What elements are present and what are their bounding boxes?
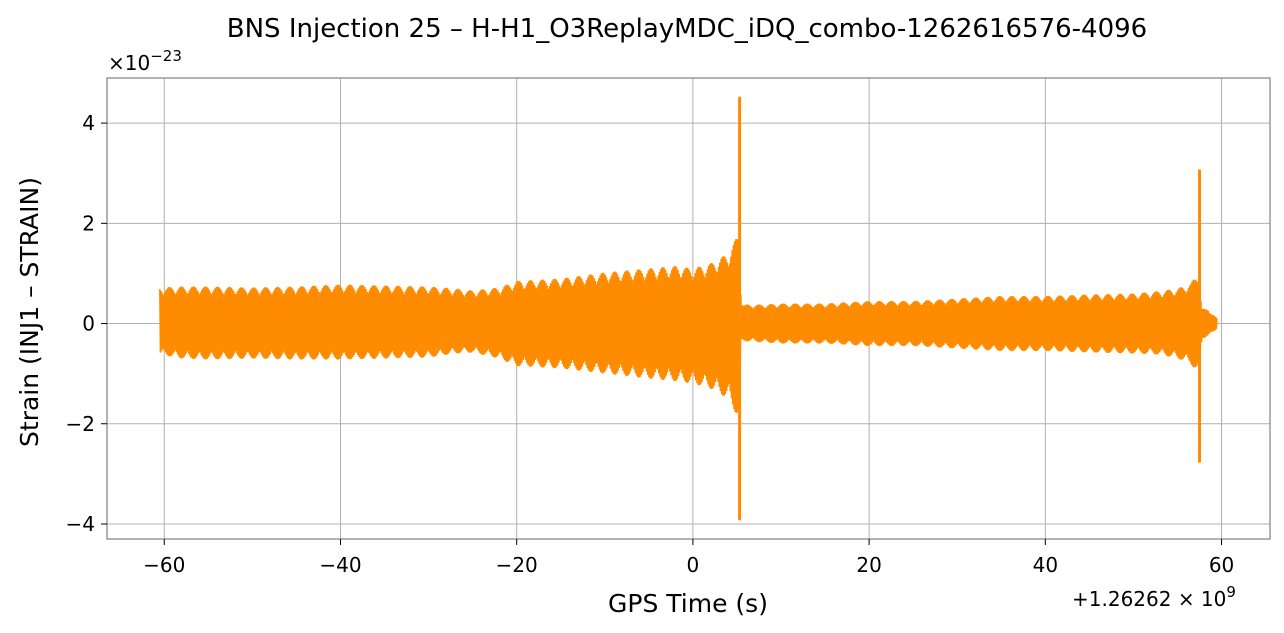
x-axis-label: GPS Time (s) <box>608 589 768 618</box>
y-tick-label: −4 <box>66 512 95 536</box>
y-multiplier-base: ×10 <box>108 51 150 75</box>
x-offset: +1.26262 × 109 <box>1072 583 1236 611</box>
axes-frame <box>106 77 1271 540</box>
x-tick-label: −60 <box>143 553 185 577</box>
x-tick-label: 60 <box>1209 553 1234 577</box>
x-offset-exponent: 9 <box>1226 583 1236 601</box>
x-tick-label: −40 <box>319 553 361 577</box>
y-tick-label: 2 <box>82 211 95 235</box>
y-tick-label: 4 <box>82 111 95 135</box>
x-axis-ticks: −60 −40 −20 0 20 40 60 <box>143 539 1234 577</box>
y-tick-label: 0 <box>82 312 95 336</box>
y-axis-ticks: −4 −2 0 2 4 <box>66 111 107 536</box>
x-tick-label: 0 <box>687 553 700 577</box>
x-tick-label: −20 <box>496 553 538 577</box>
y-multiplier-exponent: −23 <box>150 47 182 65</box>
chart-title: BNS Injection 25 – H-H1_O3ReplayMDC_iDQ_… <box>227 14 1147 44</box>
y-axis-label: Strain (INJ1 – STRAIN) <box>15 177 44 447</box>
x-offset-base: +1.26262 × 10 <box>1072 587 1226 611</box>
strain-series-line <box>159 239 1218 414</box>
x-tick-label: 20 <box>856 553 881 577</box>
y-multiplier: ×10−23 <box>108 47 182 75</box>
y-tick-label: −2 <box>66 412 95 436</box>
plot-area <box>159 96 1218 521</box>
x-tick-label: 40 <box>1033 553 1058 577</box>
